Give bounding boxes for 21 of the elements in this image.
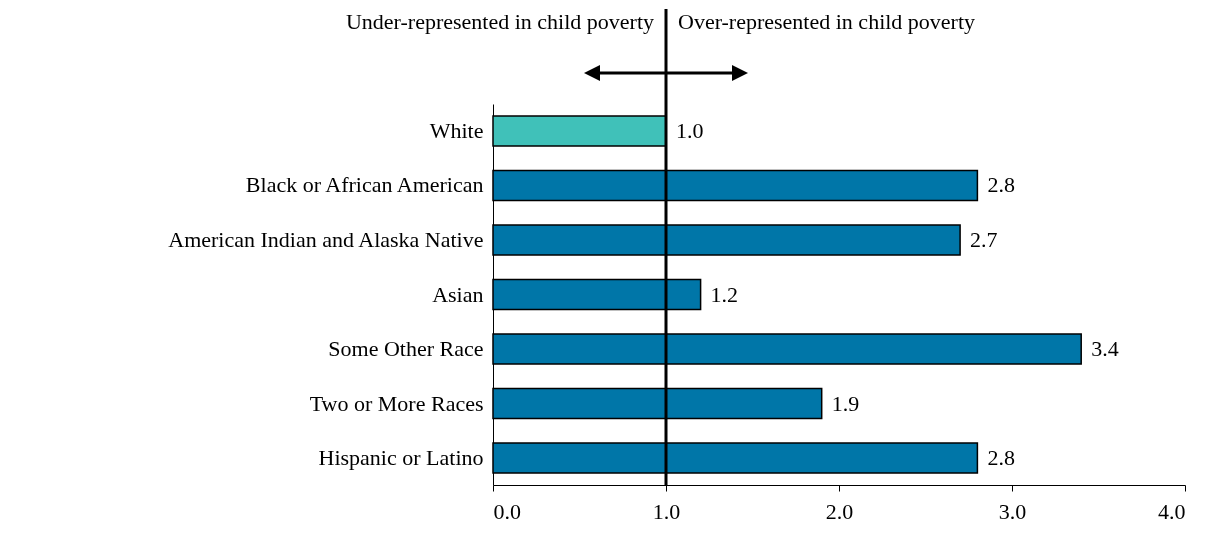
y-tick-label: White bbox=[429, 117, 484, 143]
data-label: 3.4 bbox=[1091, 336, 1119, 362]
data-label: 2.7 bbox=[970, 226, 998, 252]
x-tick-label: 3.0 bbox=[998, 498, 1027, 524]
text: Under-represented in child poverty bbox=[345, 9, 654, 34]
x-tick-label: 0.0 bbox=[493, 498, 521, 524]
data-label: 1.2 bbox=[710, 281, 739, 307]
data-label: 1.0 bbox=[676, 117, 704, 143]
y-tick-label: Asian bbox=[432, 281, 484, 307]
x-tick-label: 2.0 bbox=[825, 498, 854, 524]
y-tick-label: Two or More Races bbox=[309, 390, 484, 416]
x-tick-label: 4.0 bbox=[1158, 498, 1186, 524]
data-label: 2.8 bbox=[987, 445, 1015, 471]
y-tick-label: American Indian and Alaska Native bbox=[168, 226, 484, 252]
data-label: 2.8 bbox=[987, 172, 1015, 198]
y-tick-label: Hispanic or Latino bbox=[318, 445, 484, 471]
y-tick-label: Black or African American bbox=[245, 172, 484, 198]
y-tick-label: Some Other Race bbox=[328, 336, 484, 362]
x-tick-label: 1.0 bbox=[652, 498, 681, 524]
data-label: 1.9 bbox=[831, 390, 860, 416]
text: Over-represented in child poverty bbox=[678, 9, 976, 34]
